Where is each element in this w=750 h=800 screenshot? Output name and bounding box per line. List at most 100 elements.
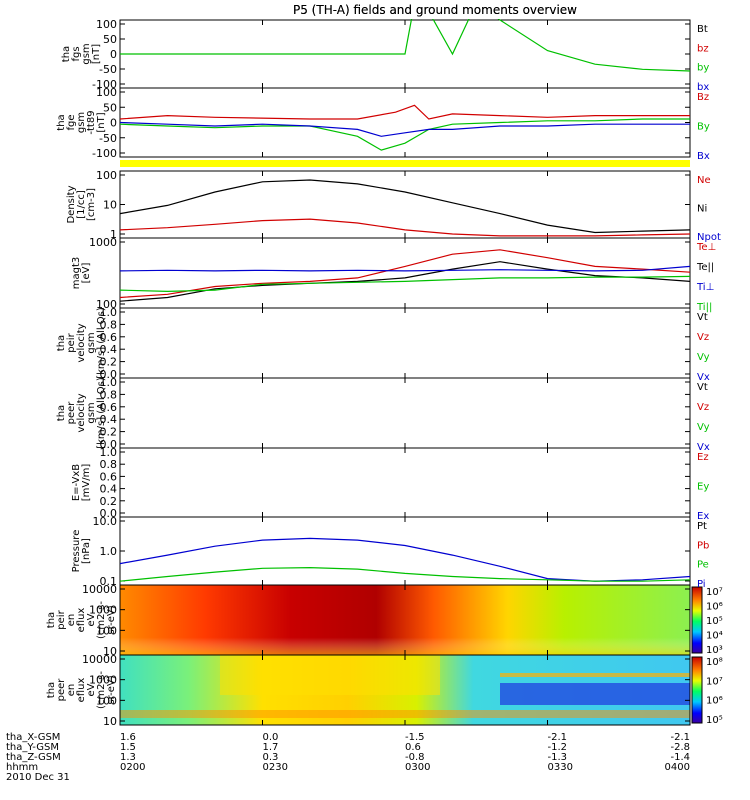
y-tick-label: 0.4 [100,483,118,496]
colorbar-peir_spec [691,586,703,654]
legend-entry: Bx [697,151,710,162]
y-tick-label: -50 [99,132,117,145]
footer-value: 0230 [263,762,288,773]
y-axis-label-line: eV [86,683,97,696]
colorbar-tick-label: 10³ [706,645,723,656]
y-tick-label: 0.2 [100,356,118,369]
y-tick-label: 100 [96,694,117,707]
footer-value: -1.4 [670,752,690,763]
y-tick-label: 100 [96,86,117,99]
y-axis-label-line: tha [46,682,57,698]
footer-value: 1.6 [120,732,136,743]
y-axis-label-line: (cm2-s- [96,601,107,639]
series-density-red [119,218,691,237]
y-axis-label-line: fgs [71,46,82,61]
panel-frame-temperature [119,237,691,309]
series-temperature-green [119,275,691,293]
y-tick-label: 0.8 [100,458,118,471]
y-axis-label-line: tha [56,114,67,130]
y-tick-label: 10000 [82,653,117,666]
y-tick-label: 0.4 [100,343,118,356]
series-pressure-green [119,566,691,582]
y-axis-label-line: gsm [81,43,92,64]
y-tick-label: 10.0 [93,515,118,528]
panel-frame-peer_velocity [119,377,691,449]
y-tick-label: -100 [92,78,117,91]
panel-frame-peir_velocity [119,307,691,379]
series-fge-red [119,104,690,120]
panel-frame-efield [119,447,691,518]
colorbar-tick-label: 10⁴ [706,631,723,642]
y-axis-label-line: [cm-3] [86,188,97,221]
y-tick-label: 10 [103,199,117,212]
y-tick-label: 0.2 [100,495,118,508]
y-tick-label: 50 [103,101,117,114]
legend-entry: Pi [697,579,706,590]
footer-value: 0330 [548,762,573,773]
y-axis-label-line: en [66,614,77,627]
y-axis-label-line: [km/s] (All Qs) [96,377,107,449]
y-tick-label: 0.2 [100,426,118,439]
y-tick-label: -100 [92,147,117,160]
y-tick-label: 0.6 [100,401,118,414]
y-tick-label: 0.6 [100,470,118,483]
colorbar-tick-label: 10⁶ [706,696,723,707]
legend-entry: Te|| [696,262,714,273]
y-axis-label-line: Pressure [71,530,82,573]
legend-entry: Vt [697,382,708,393]
footer-row-label: 2010 Dec 31 [6,772,70,783]
y-tick-label: 1.0 [100,545,118,558]
y-tick-label: -50 [99,63,117,76]
y-axis-label-line: peer [56,678,67,702]
y-axis-label-peir_spec: tha peir en eflux eV (cm2-s-sr-eV) [46,601,117,639]
y-tick-label: 0.8 [100,388,118,401]
legend-entry: By [697,122,710,133]
y-axis-label-line: [km/s] (All Qs) [96,307,107,379]
quality-flag-bar [120,160,690,167]
panel-frame-fge [119,87,691,158]
legend-entry: Vx [697,442,710,453]
y-axis-label-line: en [66,684,77,697]
y-axis-label-line: magt3 [71,257,82,290]
footer-value: 0.3 [263,752,279,763]
legend-entry: Ni [697,204,707,215]
y-axis-label-fge: tha fge gsm -tt89 [nT] [56,110,107,134]
legend-entry: Ti|| [696,302,712,313]
footer-value: 1.7 [263,742,279,753]
legend-entry: Pt [697,521,707,532]
legend-entry: Te⊥ [696,242,716,253]
y-axis-label-line: peer [66,401,77,425]
y-axis-label-line: gsm [86,332,97,353]
panel-frame-density [119,170,691,239]
y-axis-label-line: velocity [76,393,87,432]
y-axis-label-line: velocity [76,323,87,362]
electron-spectrogram-blue-band [500,683,690,705]
y-tick-label: 0.0 [100,438,118,451]
legend-entry: Pe [697,560,709,571]
y-tick-label: 0.8 [100,318,118,331]
y-tick-label: 1.0 [100,446,118,459]
legend-entry: Ey [697,482,709,493]
y-axis-label-line: eflux [76,608,87,633]
footer-value: 0400 [665,762,690,773]
legend-entry: Vz [697,332,709,343]
legend-entry: Ne [697,175,711,186]
y-axis-label-line: [nPa] [81,538,92,564]
legend-entry: Ex [697,511,709,522]
plot-title: P5 (TH-A) fields and ground moments over… [293,3,577,17]
y-axis-label-line: (cm2-s- [96,671,107,709]
legend-entry: bz [697,43,709,54]
y-tick-label: 100 [96,624,117,637]
y-tick-label: 10000 [82,583,117,596]
y-tick-label: 0.4 [100,413,118,426]
y-tick-label: 0 [110,117,117,130]
electron-spectrogram-orange-line [500,673,690,677]
panel-frame-pressure [119,516,691,586]
y-axis-label-efield: E=-VxB [mV/m] [71,464,92,502]
y-tick-label: 100 [96,169,117,182]
colorbar-tick-label: 10⁵ [706,715,723,726]
y-axis-label-density: Density [1/cc] [cm-3] [66,185,97,223]
footer-value: -1.5 [405,732,425,743]
fgs-clip-mask [121,0,689,19]
footer-row-label: tha_X-GSM [6,732,60,743]
